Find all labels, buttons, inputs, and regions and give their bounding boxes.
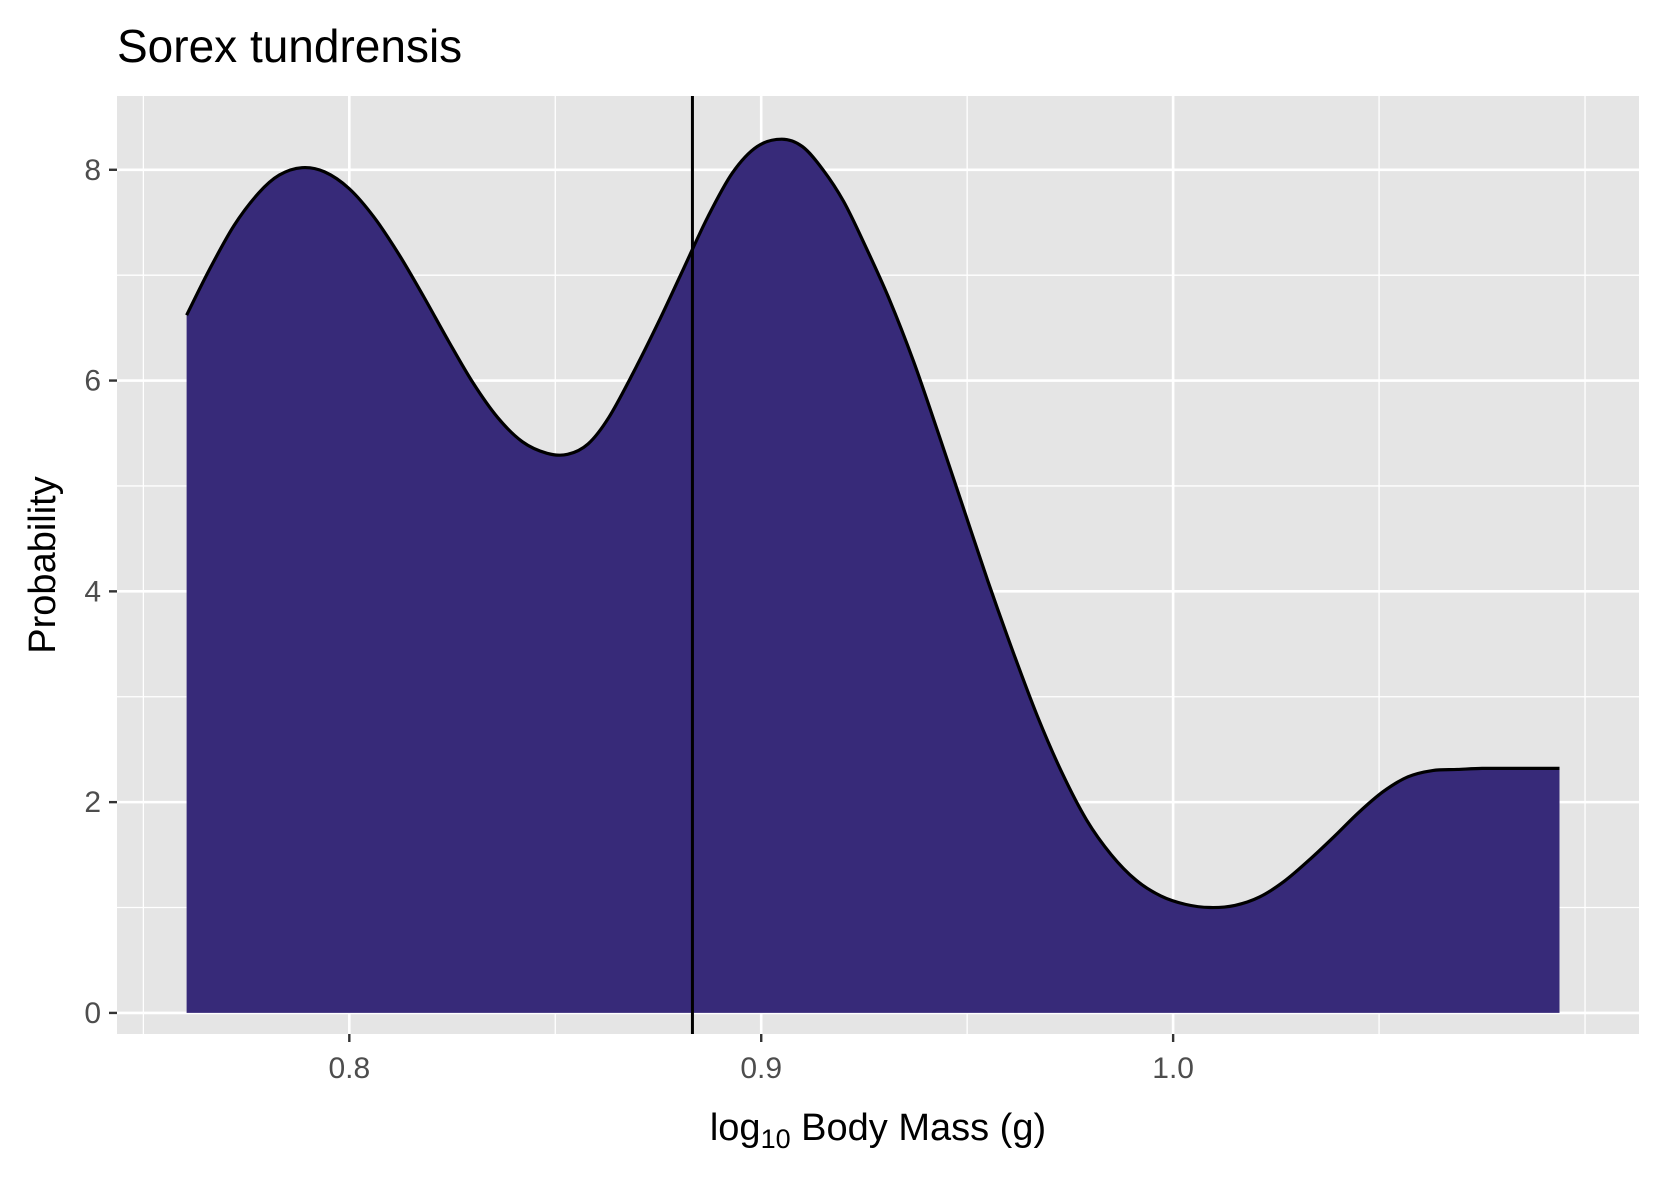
x-tick-label: 0.8: [328, 1052, 370, 1085]
chart-title: Sorex tundrensis: [117, 20, 462, 72]
x-tick-label: 1.0: [1152, 1052, 1194, 1085]
y-tick-label: 2: [84, 786, 101, 819]
x-tick-label: 0.9: [740, 1052, 782, 1085]
y-tick-label: 0: [84, 997, 101, 1030]
x-axis: 0.8 0.9 1.0: [328, 1034, 1194, 1085]
y-tick-label: 8: [84, 154, 101, 187]
x-axis-title: log10 Body Mass (g): [710, 1107, 1046, 1154]
y-axis-title: Probability: [22, 476, 64, 653]
density-area: [186, 139, 1560, 1013]
x-axis-title-prefix: log: [710, 1107, 761, 1149]
y-tick-label: 6: [84, 365, 101, 398]
density-curve: [185, 137, 1560, 910]
x-axis-title-suffix: Body Mass (g): [791, 1107, 1047, 1149]
y-axis: 0 2 4 6 8: [84, 154, 117, 1030]
x-axis-title-subscript: 10: [761, 1124, 791, 1154]
y-tick-label: 4: [84, 575, 101, 608]
